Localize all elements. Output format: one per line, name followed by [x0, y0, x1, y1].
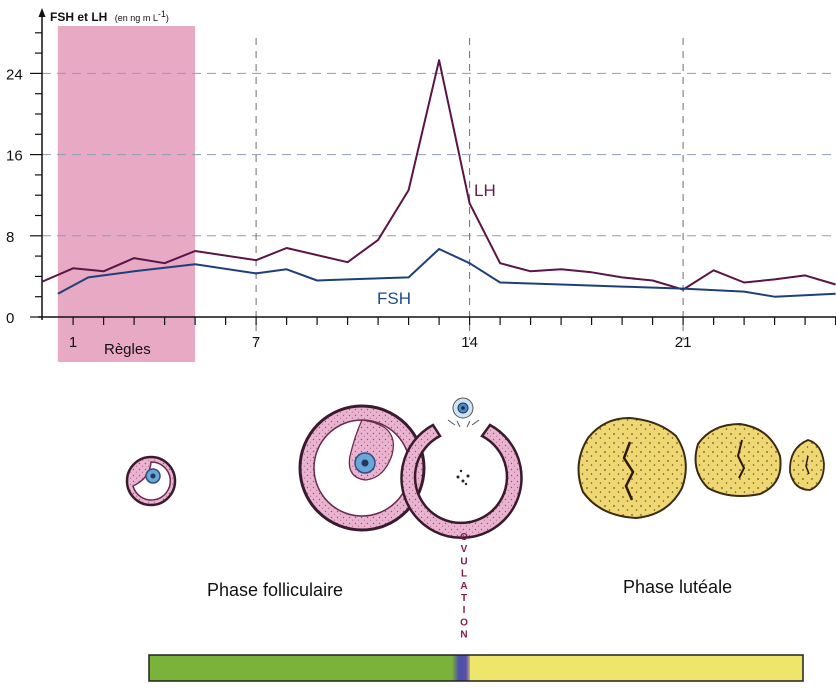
x-minor-ticks [72, 317, 836, 325]
horizontal-gridlines [42, 72, 836, 237]
x-tick-label: 14 [461, 334, 478, 351]
phase-luteale-label: Phase lutéale [623, 577, 732, 597]
ruptured-follicle [400, 397, 523, 540]
y-axis-label: FSH et LH (en ng m L-1) [50, 8, 169, 25]
legend-fsh-label: FSH [377, 289, 411, 308]
y-tick-label: 24 [6, 66, 23, 83]
legend-lh-label: LH [474, 181, 496, 200]
corpus-luteum-medium [694, 422, 782, 497]
regles-label: Règles [104, 341, 151, 358]
x-tick-labels: 1 7 14 21 [69, 334, 692, 351]
series-line-fsh [57, 248, 836, 298]
series-lines [42, 59, 836, 298]
phase-bar-ovulation [452, 655, 472, 681]
x-tick-label: 1 [69, 334, 77, 351]
y-axis-arrow [38, 8, 46, 17]
phase-bar-luteal [470, 655, 803, 681]
corpus-luteum-large [577, 416, 687, 520]
phase-bar-follicular [149, 655, 454, 681]
y-tick-label: 8 [6, 229, 14, 246]
y-tick-label: 16 [6, 148, 23, 165]
y-minor-ticks [30, 32, 42, 318]
y-tick-labels: 0 8 16 24 [6, 66, 23, 327]
ovary-illustrations [125, 397, 825, 540]
series-line-lh [42, 59, 836, 291]
primary-follicle [125, 455, 177, 507]
y-tick-label: 0 [6, 310, 14, 327]
phase-folliculaire-label: Phase folliculaire [207, 580, 343, 600]
phase-bar [148, 654, 804, 682]
hormone-chart: 0 8 16 24 1 7 14 21 FSH et LH (en ng m L-1) Rè… [6, 8, 836, 362]
vertical-gridlines [255, 38, 684, 340]
x-tick-label: 21 [675, 334, 692, 351]
menstruation-shaded-region [57, 26, 196, 362]
phase-bar-border [148, 654, 804, 682]
corpus-luteum-small [789, 439, 825, 491]
x-tick-label: 7 [252, 334, 260, 351]
mature-follicle [298, 404, 426, 532]
